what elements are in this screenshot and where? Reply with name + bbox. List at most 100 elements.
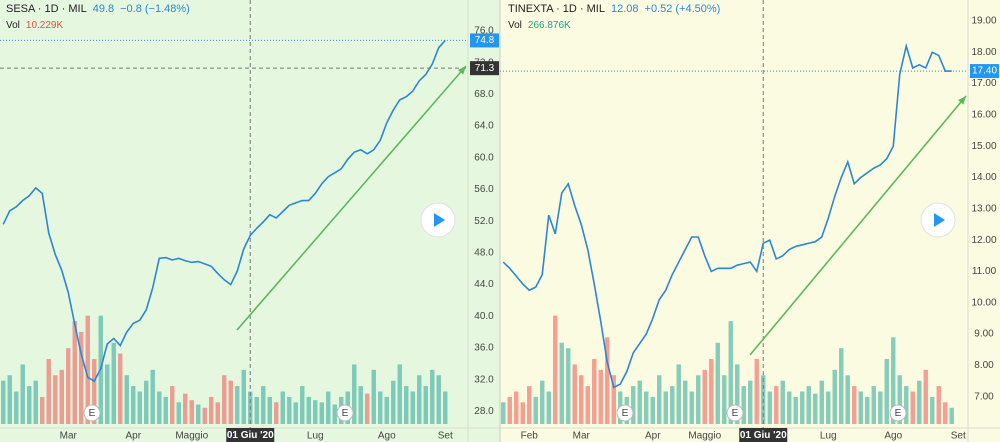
volume-bar <box>319 402 324 424</box>
earnings-label: E <box>89 408 96 419</box>
volume-bar <box>819 380 824 424</box>
x-tick-label: Mar <box>573 431 591 442</box>
crosshair-price-label: 71.3 <box>475 63 495 74</box>
volume-bar <box>501 402 506 424</box>
volume-bar <box>741 386 746 424</box>
volume-bar <box>176 402 181 424</box>
volume-bar <box>930 396 935 424</box>
x-tick-label: Ago <box>378 431 396 442</box>
earnings-marker[interactable] <box>616 404 634 422</box>
volume-bar <box>806 386 811 424</box>
volume-bar <box>33 380 38 424</box>
header-value: 12.08 <box>610 3 639 15</box>
panel-background <box>500 0 1000 442</box>
volume-bar <box>832 369 837 424</box>
volume-bar <box>280 391 285 424</box>
volume-bar <box>605 337 610 424</box>
volume-bar <box>897 375 902 424</box>
volume-bar <box>105 364 110 424</box>
earnings-label: E <box>732 408 739 419</box>
trend-arrow <box>236 65 467 331</box>
y-tick-label: 13.00 <box>971 203 996 214</box>
price-line <box>2 39 446 383</box>
y-tick-label: 28.0 <box>474 406 494 417</box>
volume-bar <box>332 404 337 424</box>
volume-bar <box>163 396 168 424</box>
y-tick-label: 17.00 <box>971 78 996 89</box>
volume-bar <box>865 396 870 424</box>
volume-bar <box>20 364 25 424</box>
x-tick-label: Lug <box>820 431 837 442</box>
x-tick-label: Set <box>438 431 453 442</box>
symbol[interactable]: TINEXTA · 1D · MIL <box>508 3 605 15</box>
header: SESA · 1D · MIL 49.8 −0.8 (−1.48%) <box>6 3 190 15</box>
y-tick-label: 40.0 <box>474 311 494 322</box>
y-tick-label: 19.00 <box>971 16 996 27</box>
volume-bar <box>800 391 805 424</box>
volume-bar <box>598 369 603 424</box>
volume-bar <box>300 386 305 424</box>
volume-bar <box>702 369 707 424</box>
y-tick-label: 44.0 <box>474 279 494 290</box>
volume-bar <box>689 391 694 424</box>
earnings-marker[interactable] <box>83 404 101 422</box>
volume-bar <box>53 375 58 424</box>
volume-bar <box>261 386 266 424</box>
volume-bar <box>72 321 77 424</box>
y-tick-label: 36.0 <box>474 343 494 354</box>
volume-bar <box>884 359 889 424</box>
y-tick-label: 12.00 <box>971 235 996 246</box>
volume-bar <box>215 402 220 424</box>
volume-bar <box>787 391 792 424</box>
volume-bar <box>943 402 948 424</box>
last-price-label: 17.40 <box>972 66 997 77</box>
crosshair-date-box <box>739 428 788 442</box>
earnings-label: E <box>622 408 629 419</box>
volume-bar <box>430 369 435 424</box>
volume-bar <box>878 391 883 424</box>
y-tick-label: 56.0 <box>474 184 494 195</box>
volume-bar <box>423 386 428 424</box>
volume-bar <box>209 396 214 424</box>
volume-bar <box>735 364 740 424</box>
volume-bar <box>150 369 155 424</box>
symbol[interactable]: SESA · 1D · MIL <box>6 3 87 15</box>
header-change: +0.52 (+4.50%) <box>644 3 721 15</box>
volume-bar <box>676 364 681 424</box>
y-tick-label: 8.00 <box>974 360 994 371</box>
volume-bar <box>923 369 928 424</box>
volume-bar <box>410 391 415 424</box>
y-tick-label: 76.0 <box>474 26 494 37</box>
header-value: 49.8 <box>92 3 115 15</box>
volume-bar <box>826 391 831 424</box>
volume-bar <box>267 396 272 424</box>
volume-bar <box>111 342 116 424</box>
header: TINEXTA · 1D · MIL 12.08 +0.52 (+4.50%) <box>508 3 720 15</box>
crosshair-date-box <box>226 428 275 442</box>
earnings-marker[interactable] <box>336 404 354 422</box>
volume-bar <box>378 391 383 424</box>
volume-bar <box>839 348 844 424</box>
volume-bar <box>66 348 71 424</box>
volume-bar <box>7 375 12 424</box>
volume-bar <box>527 386 532 424</box>
play-icon <box>934 213 945 227</box>
price-line <box>502 42 952 389</box>
volume-bar <box>131 386 136 424</box>
x-tick-label: 01 Giu '20 <box>740 430 787 441</box>
volume-bar <box>631 386 636 424</box>
volume-bar <box>79 331 84 424</box>
earnings-marker[interactable] <box>726 404 744 422</box>
y-tick-label: 14.00 <box>971 172 996 183</box>
volume-bar <box>183 393 188 424</box>
y-tick-label: 7.00 <box>974 391 994 402</box>
x-tick-label: Mar <box>60 431 78 442</box>
volume-bar <box>241 369 246 424</box>
volume-bar <box>274 402 279 424</box>
volume-bar <box>287 396 292 424</box>
volume-bar <box>852 386 857 424</box>
earnings-marker[interactable] <box>889 404 907 422</box>
volume-bar <box>235 386 240 424</box>
